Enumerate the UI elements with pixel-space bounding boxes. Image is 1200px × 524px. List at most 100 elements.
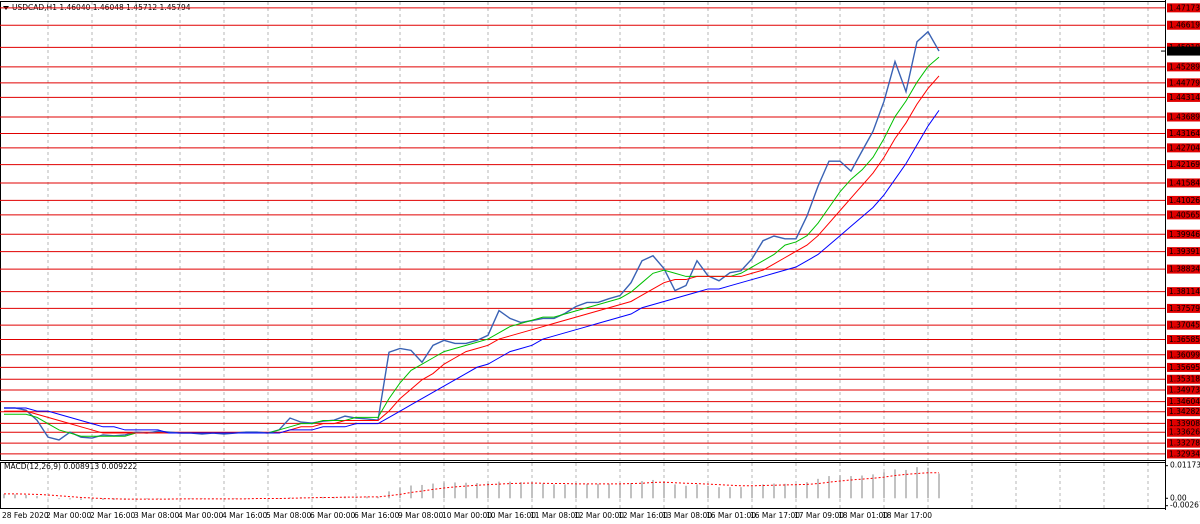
level-label-box bbox=[1167, 160, 1200, 170]
x-tick-label: 9 Mar 08:00 bbox=[398, 511, 444, 520]
x-tick-label: 16 Mar 01:00 bbox=[706, 511, 756, 520]
histogram-bar bbox=[828, 476, 830, 499]
y-tick-label: 1.38114 bbox=[1169, 287, 1200, 296]
histogram-bar bbox=[498, 481, 500, 499]
y-tick-label: 1.40565 bbox=[1169, 210, 1200, 219]
x-tick-label: 28 Feb 2020 bbox=[2, 511, 49, 520]
level-label-box bbox=[1167, 335, 1200, 345]
x-tick-label: 2 Mar 00:00 bbox=[46, 511, 92, 520]
x-tick-label: 12 Mar 16:00 bbox=[618, 511, 668, 520]
level-label-box bbox=[1167, 62, 1200, 72]
x-tick-label: 2 Mar 16:00 bbox=[90, 511, 136, 520]
y-tick-label: 1.36099 bbox=[1169, 350, 1200, 359]
histogram-bar bbox=[531, 483, 533, 499]
histogram-bar bbox=[69, 498, 71, 500]
histogram-bar bbox=[740, 487, 742, 499]
level-label-box bbox=[1167, 20, 1200, 30]
y-tick-label: 1.35318 bbox=[1169, 375, 1200, 384]
level-label-box bbox=[1167, 407, 1200, 417]
histogram-bar bbox=[630, 483, 632, 499]
level-label-box bbox=[1167, 195, 1200, 205]
y-tick-label: 1.41026 bbox=[1169, 196, 1200, 205]
x-tick-label: 17 Mar 09:00 bbox=[794, 511, 844, 520]
y-tick-label: 1.47173 bbox=[1169, 3, 1200, 12]
histogram-bar bbox=[388, 491, 390, 499]
histogram-bar bbox=[762, 484, 764, 499]
y-tick-label: 1.39946 bbox=[1169, 230, 1200, 239]
histogram-bar bbox=[806, 482, 808, 499]
histogram-bar bbox=[410, 485, 412, 499]
histogram-bar bbox=[663, 481, 665, 499]
histogram-bar bbox=[652, 479, 654, 499]
histogram-bar bbox=[509, 481, 511, 499]
y-tick-label: 1.32934 bbox=[1169, 449, 1200, 458]
histogram-bar bbox=[366, 496, 368, 499]
histogram-bar bbox=[861, 475, 863, 499]
histogram-bar bbox=[113, 498, 115, 500]
level-label-box bbox=[1167, 229, 1200, 239]
histogram-bar bbox=[707, 485, 709, 499]
y2-tick-label: -0.002671 bbox=[1170, 501, 1200, 510]
histogram-bar bbox=[729, 487, 731, 499]
level-label-box bbox=[1167, 303, 1200, 313]
level-label-box bbox=[1167, 350, 1200, 360]
y-tick-label: 1.34282 bbox=[1169, 407, 1200, 416]
x-tick-label: 4 Mar 00:00 bbox=[178, 511, 224, 520]
y-tick-label: 1.38834 bbox=[1169, 265, 1200, 274]
histogram-bar bbox=[14, 494, 16, 499]
histogram-bar bbox=[674, 484, 676, 499]
histogram-bar bbox=[916, 467, 918, 499]
y-tick-label: 1.42704 bbox=[1169, 143, 1200, 152]
histogram-bar bbox=[883, 472, 885, 499]
level-label-box bbox=[1167, 128, 1200, 138]
level-label-box bbox=[1167, 427, 1200, 437]
level-label-box bbox=[1167, 247, 1200, 257]
histogram-bar bbox=[399, 487, 401, 499]
histogram-bar bbox=[476, 483, 478, 499]
y-tick-label: 1.46619 bbox=[1169, 21, 1200, 30]
x-tick-label: 11 Mar 08:00 bbox=[530, 511, 580, 520]
y-tick-label: 1.37045 bbox=[1169, 321, 1200, 330]
level-label-box bbox=[1167, 449, 1200, 459]
y-tick-label: 1.42169 bbox=[1169, 160, 1200, 169]
level-label-box bbox=[1167, 374, 1200, 384]
histogram-bar bbox=[168, 498, 170, 499]
level-label-box bbox=[1167, 112, 1200, 122]
level-label-box bbox=[1167, 178, 1200, 188]
level-label-box bbox=[1167, 438, 1200, 448]
histogram-bar bbox=[487, 483, 489, 499]
histogram-bar bbox=[377, 496, 379, 499]
x-tick-label: 3 Mar 08:00 bbox=[134, 511, 180, 520]
x-tick-label: 5 Mar 08:00 bbox=[266, 511, 312, 520]
x-tick-label: 13 Mar 08:00 bbox=[662, 511, 712, 520]
histogram-bar bbox=[696, 484, 698, 499]
y-tick-label: 1.43164 bbox=[1169, 129, 1200, 138]
histogram-bar bbox=[542, 483, 544, 499]
level-label-box bbox=[1167, 385, 1200, 395]
histogram-bar bbox=[190, 498, 192, 499]
histogram-bar bbox=[553, 484, 555, 499]
histogram-bar bbox=[718, 487, 720, 499]
x-tick-label: 12 Mar 00:00 bbox=[574, 511, 624, 520]
y-tick-label: 1.44314 bbox=[1169, 93, 1200, 102]
y-tick-label: 1.34973 bbox=[1169, 386, 1200, 395]
histogram-bar bbox=[608, 483, 610, 499]
series-line bbox=[4, 75, 940, 434]
histogram-bar bbox=[102, 498, 104, 500]
histogram-bar bbox=[421, 484, 423, 499]
histogram-bar bbox=[91, 498, 93, 501]
histogram-bar bbox=[25, 494, 27, 499]
y-tick-label: 1.41584 bbox=[1169, 178, 1200, 187]
histogram-bar bbox=[575, 484, 577, 499]
level-label-box bbox=[1167, 143, 1200, 153]
level-label-box bbox=[1167, 92, 1200, 102]
histogram-bar bbox=[586, 483, 588, 499]
y-tick-label: 1.37579 bbox=[1169, 304, 1200, 313]
x-tick-label: 4 Mar 16:00 bbox=[222, 511, 268, 520]
histogram-bar bbox=[454, 482, 456, 499]
level-label-box bbox=[1167, 210, 1200, 220]
histogram-bar bbox=[872, 474, 874, 499]
histogram-bar bbox=[245, 498, 247, 499]
